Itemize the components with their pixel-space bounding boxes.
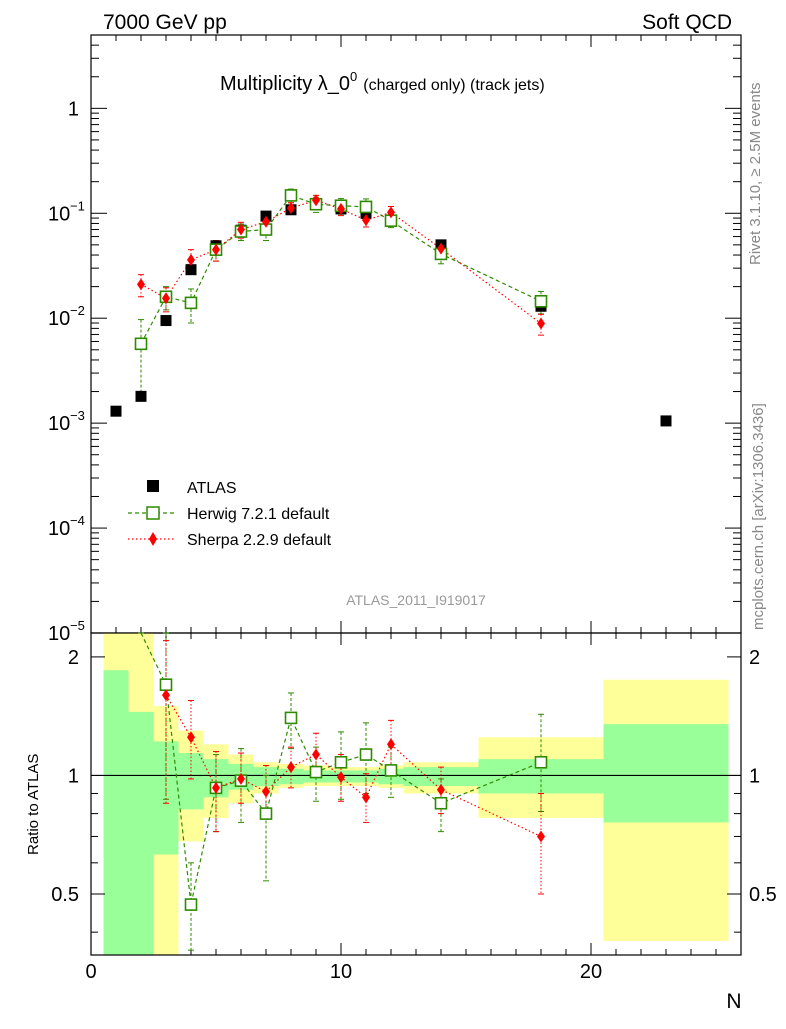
ratio-band-inner [128,711,154,955]
sherpa-marker [287,761,295,774]
sherpa-marker [162,689,170,702]
main-panel: 10 −510 −410 −310 −210 −11 [48,34,742,955]
legend-atlas-marker [147,480,159,492]
herwig-marker [359,200,373,214]
sherpa-marker [437,783,445,796]
legend-herwig-label: Herwig 7.2.1 default [187,506,330,523]
atlas-marker [110,405,122,417]
sherpa-marker [187,731,195,744]
plot-title-sup: 0 [350,69,357,84]
herwig-marker [184,296,198,310]
y-tick-label-exp: −5 [70,618,85,633]
herwig-marker [309,765,323,779]
analysis-id: ATLAS_2011_I919017 [346,592,486,608]
x-tick-label: 0 [85,961,96,983]
herwig-marker [334,755,348,769]
legend: ATLAS Herwig 7.2.1 default Sherpa 2.2.9 … [128,480,332,549]
atlas-marker [185,264,197,276]
ratio-band-inner [603,724,729,823]
sherpa-marker [312,194,320,207]
ratio-y-tick-label-right: 0.5 [749,884,777,906]
sherpa-marker [537,317,545,330]
ratio-band-inner [178,753,204,810]
sherpa-marker [187,253,195,266]
legend-sherpa-label: Sherpa 2.2.9 default [187,532,332,549]
sherpa-marker [262,785,270,798]
x-tick-label: 20 [580,961,602,983]
herwig-marker [359,748,373,761]
sherpa-marker [437,242,445,255]
sherpa-marker [337,771,345,784]
legend-atlas-label: ATLAS [187,480,237,497]
sherpa-marker [212,781,220,794]
ratio-sherpa-line [165,694,542,837]
atlas-marker [660,415,672,427]
atlas-marker [160,315,172,327]
y-tick-label-exp: −3 [70,408,85,423]
sherpa-marker [287,202,295,215]
ratio-y-tick-label: 1 [68,765,79,787]
legend-herwig-marker [146,506,160,520]
sherpa-marker [362,791,370,804]
ratio-y-tick-label: 2 [68,647,79,669]
sherpa-marker [337,202,345,215]
ratio-band-inner [403,767,479,787]
herwig-marker [534,294,548,308]
herwig-marker [284,189,298,202]
herwig-marker [434,796,448,810]
ratio-band-inner [353,770,379,783]
header-left: 7000 GeV pp [103,11,227,34]
herwig-marker [284,711,298,725]
mcplots-label: mcplots.cern.ch [arXiv:1306.3436] [750,403,767,630]
y-tick-label-exp: −2 [70,303,85,318]
sherpa-marker [387,738,395,751]
y-tick-label: 10 [48,203,70,225]
y-tick-label-exp: −4 [70,513,85,528]
ratio-y-tick-label: 0.5 [51,884,79,906]
y-tick-label: 10 [48,623,70,645]
sherpa-marker [212,243,220,256]
sherpa-marker [312,748,320,761]
sherpa-marker [237,772,245,785]
ratio-frame [90,632,742,956]
herwig-marker [134,337,148,351]
atlas-marker [360,207,372,219]
y-tick-label: 10 [48,308,70,330]
herwig-marker [534,755,548,769]
plot-title: Multiplicity λ_00 (charged only) (track j… [220,69,545,95]
sherpa-marker [137,278,145,291]
y-tick-label: 10 [48,518,70,540]
sherpa-marker [162,292,170,305]
atlas-marker [135,390,147,402]
plot-title-main: Multiplicity λ_0 [220,73,350,95]
sherpa-marker [387,206,395,219]
ratio-y-tick-label-right: 2 [749,647,760,669]
y-tick-label: 1 [68,98,79,120]
rivet-label: Rivet 3.1.10, ≥ 2.5M events [747,83,764,266]
ratio-band-inner [103,670,129,955]
herwig-line [140,194,542,345]
herwig-marker [159,678,173,691]
ratio-y-label: Ratio to ATLAS [25,754,42,855]
ratio-panel: 0 10 20 0.5 0.5 1 1 2 2 [51,632,777,983]
sherpa-marker [237,223,245,236]
legend-sherpa-marker [149,532,157,546]
herwig-marker [259,807,273,820]
sherpa-marker [537,830,545,843]
ratio-y-tick-label-right: 1 [749,765,760,787]
plot-title-small: (charged only) (track jets) [363,77,544,94]
header-right: Soft QCD [642,11,732,34]
sherpa-marker [362,214,370,227]
x-axis-label: N [726,990,741,1013]
y-tick-label-exp: −1 [70,198,85,213]
sherpa-marker [262,215,270,228]
sherpa-line [140,199,542,324]
x-tick-label: 10 [330,961,352,983]
herwig-marker [384,764,398,777]
herwig-marker [184,898,198,911]
y-tick-label: 10 [48,413,70,435]
